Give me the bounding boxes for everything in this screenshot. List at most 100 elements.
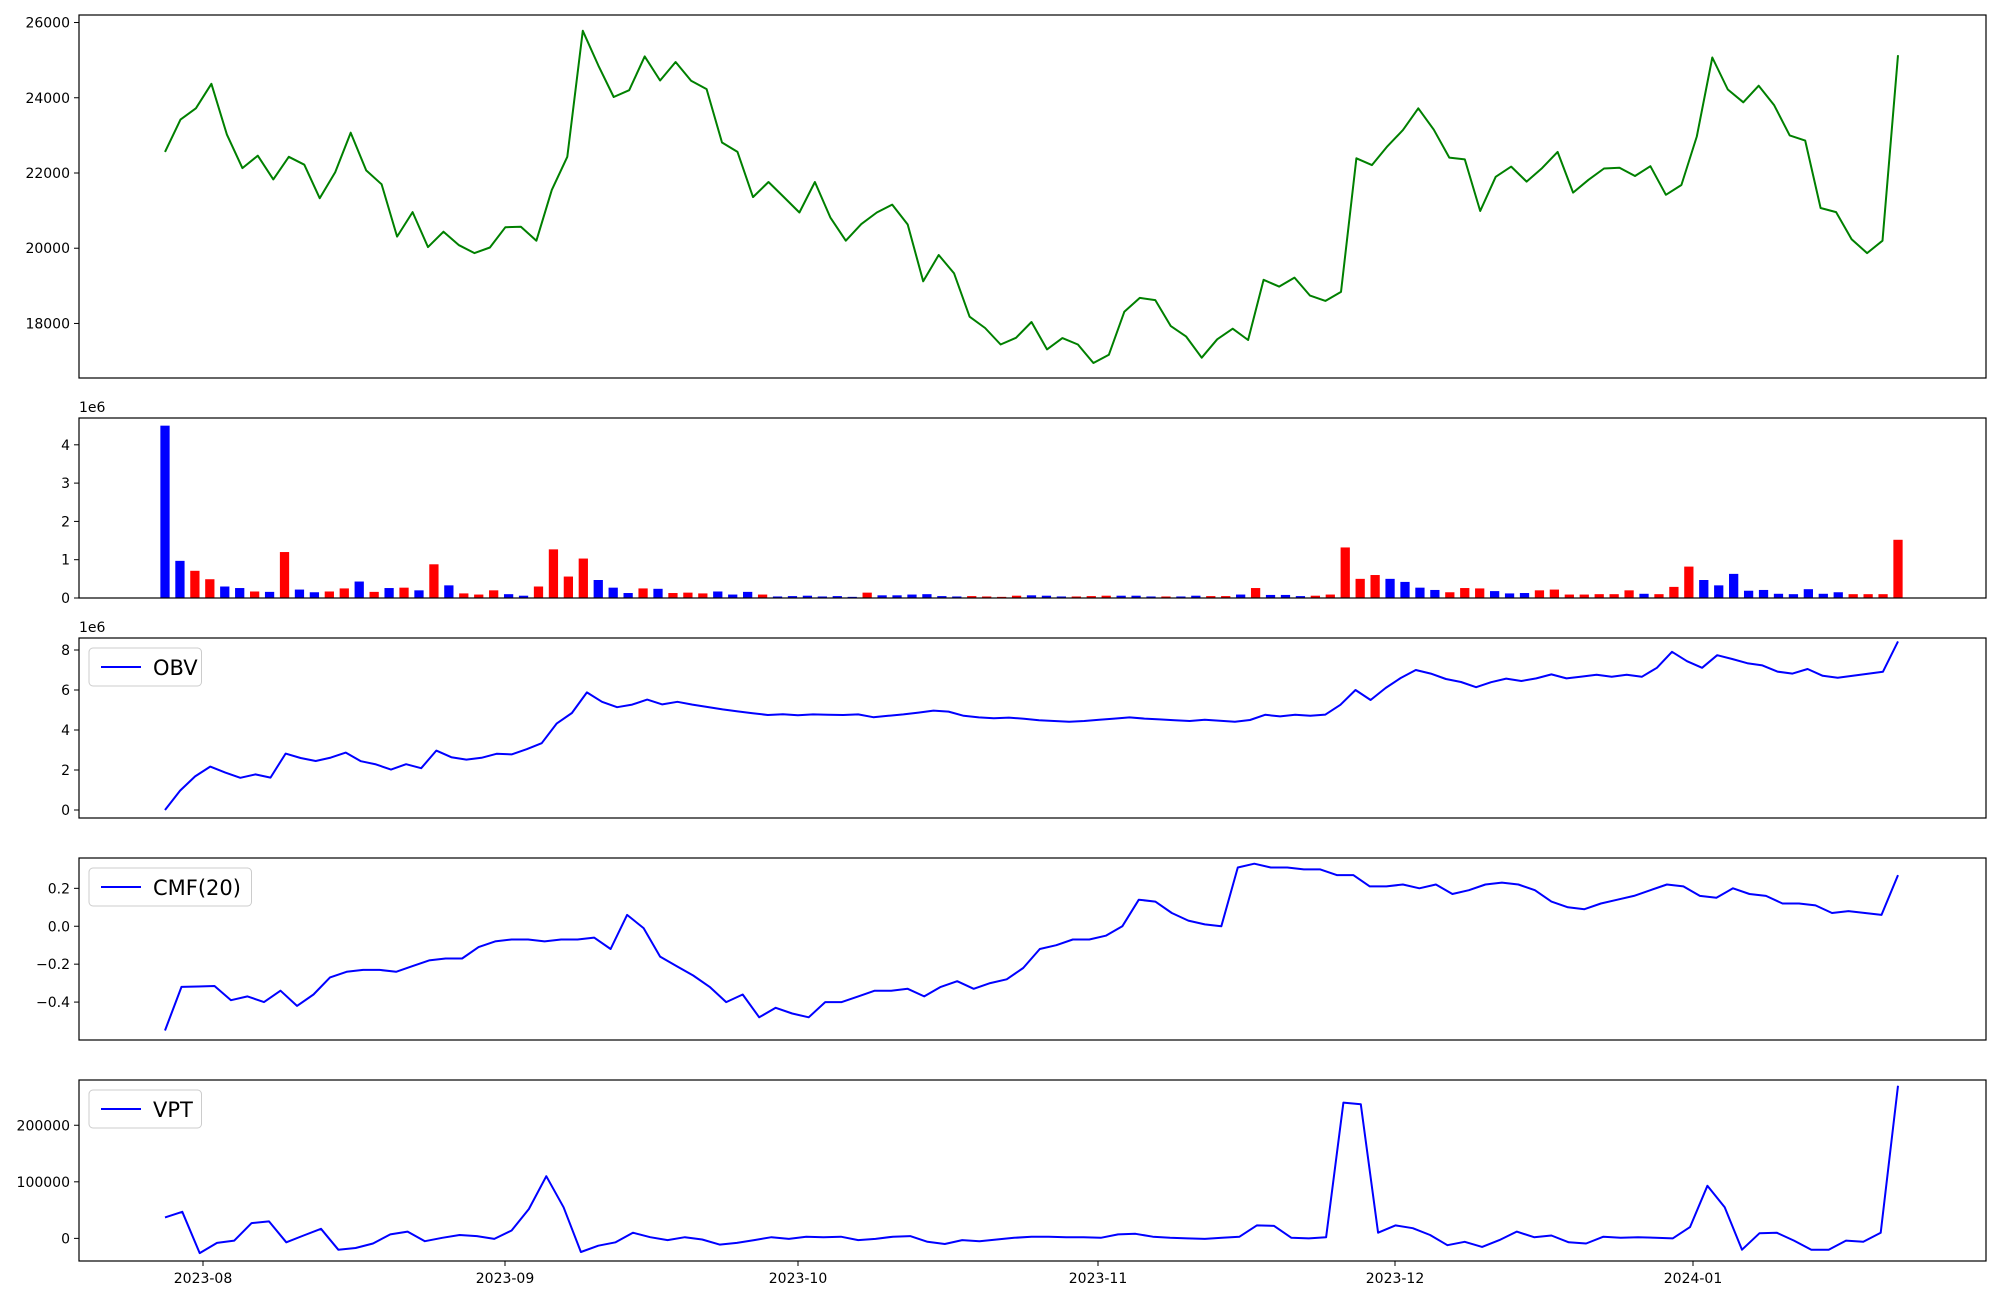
volume-bar bbox=[1818, 593, 1828, 598]
y-tick-label: 200000 bbox=[17, 1118, 70, 1134]
volume-bar bbox=[1699, 580, 1709, 598]
axes-frame bbox=[78, 14, 1987, 379]
y-tick-label: 4 bbox=[61, 723, 70, 739]
volume-bar bbox=[1564, 594, 1574, 598]
legend-cmf: CMF(20) bbox=[88, 867, 252, 907]
vpt-line bbox=[164, 1085, 1899, 1255]
volume-bar bbox=[1325, 594, 1335, 598]
volume-bar bbox=[503, 594, 514, 598]
volume-bar bbox=[1415, 587, 1425, 598]
x-tick-label: 2023-08 bbox=[174, 1271, 233, 1287]
y-tick-label: 4 bbox=[61, 438, 70, 454]
x-tick-label: 2023-09 bbox=[476, 1271, 535, 1287]
axes-frame bbox=[78, 1079, 1987, 1262]
volume-bar bbox=[1729, 573, 1739, 598]
volume-bar bbox=[653, 588, 663, 598]
volume-bar bbox=[1594, 594, 1604, 598]
y-tick-label: 24000 bbox=[25, 91, 70, 107]
volume-bar bbox=[832, 596, 842, 598]
y-tick-label: 6 bbox=[61, 683, 70, 699]
panel-cmf: −0.4 −0.2 0.0 0.2 CMF(20) bbox=[36, 857, 1987, 1041]
volume-bar bbox=[683, 592, 693, 598]
volume-bar bbox=[623, 593, 633, 598]
volume-bar bbox=[1176, 596, 1186, 598]
axis-offset-label: 1e6 bbox=[79, 620, 106, 636]
volume-bar bbox=[698, 593, 708, 598]
y-tick-label: 18000 bbox=[25, 316, 70, 332]
volume-bar bbox=[713, 591, 723, 598]
panel-price: 18000 20000 22000 24000 26000 bbox=[25, 14, 1987, 379]
volume-bar bbox=[877, 595, 887, 598]
y-tick-label: 2 bbox=[61, 514, 70, 530]
volume-bar bbox=[1654, 594, 1664, 598]
volume-bar bbox=[952, 596, 962, 598]
volume-bar bbox=[1161, 596, 1171, 598]
axes-frame bbox=[78, 857, 1987, 1041]
volume-bar bbox=[1340, 547, 1350, 598]
volume-bar bbox=[1475, 588, 1485, 598]
y-tick-label: 3 bbox=[61, 476, 70, 492]
panel-volume: 0 1 2 3 4 1e6 bbox=[61, 400, 1987, 607]
volume-bar bbox=[817, 596, 827, 598]
volume-bar bbox=[1549, 589, 1560, 598]
axes-frame bbox=[78, 637, 1987, 819]
volume-bar bbox=[1265, 594, 1276, 598]
legend-vpt: VPT bbox=[88, 1089, 202, 1129]
price-line bbox=[164, 29, 1899, 364]
volume-bar bbox=[548, 549, 559, 598]
axis-offset-label: 1e6 bbox=[79, 400, 106, 416]
volume-bar bbox=[205, 579, 215, 598]
volume-bar bbox=[1460, 588, 1470, 598]
volume-bar bbox=[1355, 578, 1365, 598]
legend-label: VPT bbox=[153, 1098, 193, 1122]
volume-bar bbox=[1684, 566, 1694, 598]
volume-bar bbox=[533, 586, 544, 598]
volume-bar bbox=[1639, 593, 1649, 598]
x-tick-label: 2023-11 bbox=[1069, 1271, 1128, 1287]
volume-bar bbox=[339, 588, 349, 598]
y-tick-label: 2 bbox=[61, 763, 70, 779]
volume-bar bbox=[160, 425, 170, 598]
y-tick-label: 8 bbox=[61, 643, 70, 659]
legend-box bbox=[88, 647, 202, 687]
volume-bar bbox=[1370, 575, 1380, 598]
volume-bar bbox=[518, 595, 529, 598]
x-tick-label: 2024-01 bbox=[1664, 1271, 1723, 1287]
volume-bar bbox=[489, 590, 499, 598]
x-tick-label: 2023-10 bbox=[769, 1271, 828, 1287]
volume-bar bbox=[862, 592, 872, 598]
volume-bar bbox=[757, 594, 768, 598]
volume-bar bbox=[578, 558, 588, 598]
y-tick-label: 0.2 bbox=[48, 881, 70, 897]
volume-bar bbox=[1191, 595, 1201, 598]
volume-bar bbox=[802, 595, 813, 598]
volume-bar bbox=[429, 564, 439, 598]
volume-bar bbox=[922, 594, 932, 598]
y-tick-label: 1 bbox=[61, 553, 70, 569]
volume-bar bbox=[354, 581, 364, 598]
volume-bar bbox=[982, 596, 992, 598]
volume-bar bbox=[1773, 593, 1784, 598]
volume-bar bbox=[1146, 596, 1156, 598]
volume-bar bbox=[1519, 593, 1530, 598]
y-tick-label: −0.4 bbox=[36, 995, 70, 1011]
volume-bar bbox=[967, 596, 977, 598]
volume-bar bbox=[399, 587, 409, 598]
volume-bar bbox=[1669, 586, 1679, 598]
y-tick-label: 22000 bbox=[25, 166, 70, 182]
volume-bar bbox=[1504, 593, 1515, 598]
y-tick-label: 0 bbox=[61, 803, 70, 819]
obv-line bbox=[164, 640, 1899, 811]
volume-bar bbox=[1250, 588, 1261, 598]
volume-bar bbox=[1295, 596, 1306, 598]
volume-bar bbox=[190, 570, 200, 598]
volume-bar bbox=[1236, 594, 1246, 598]
legend-label: CMF(20) bbox=[153, 876, 241, 900]
volume-bar bbox=[1609, 594, 1619, 598]
volume-bar bbox=[220, 586, 230, 598]
volume-bar bbox=[235, 588, 245, 598]
y-tick-label: 100000 bbox=[17, 1175, 70, 1191]
volume-bar bbox=[638, 588, 648, 598]
volume-bar bbox=[787, 596, 798, 598]
volume-bar bbox=[1280, 594, 1291, 598]
